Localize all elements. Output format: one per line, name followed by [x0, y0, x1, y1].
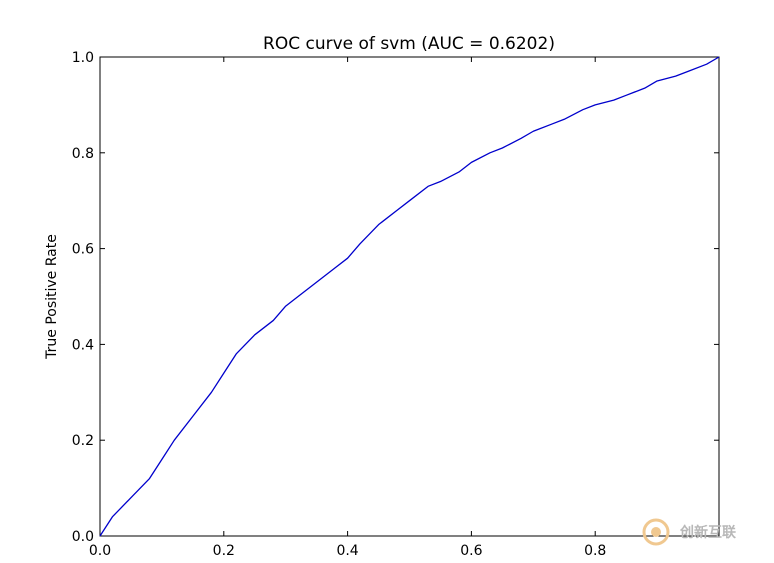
- watermark: 创新互联: [642, 518, 737, 546]
- y-tick-label: 0.4: [72, 337, 94, 353]
- x-tick-label: 0.2: [213, 543, 235, 559]
- x-tick-label: 0.0: [89, 543, 111, 559]
- x-tick-label: 0.4: [336, 543, 358, 559]
- plot-area-frame: [99, 56, 720, 537]
- y-axis-label: True Positive Rate: [44, 234, 60, 360]
- chart-title: ROC curve of svm (AUC = 0.6202): [263, 34, 555, 54]
- roc-curve-line: [99, 56, 720, 537]
- watermark-text: 创新互联: [679, 524, 737, 541]
- y-tick-label: 0.2: [72, 433, 94, 449]
- y-tick-label: 0.8: [72, 146, 94, 162]
- brand-logo-dot: [651, 527, 661, 537]
- y-tick-label: 0.6: [72, 242, 94, 258]
- x-tick-label: 0.6: [460, 543, 482, 559]
- y-tick-label: 0.0: [72, 529, 94, 545]
- brand-logo-icon: [642, 518, 670, 546]
- y-tick-label: 1.0: [72, 50, 94, 66]
- axis-ticks: 0.0 0.2 0.4 0.6 0.8 0.0 0.2 0.4 0.6 0.8 1.0: [72, 50, 719, 559]
- x-tick-label: 0.8: [584, 543, 606, 559]
- series-layer: [99, 56, 720, 537]
